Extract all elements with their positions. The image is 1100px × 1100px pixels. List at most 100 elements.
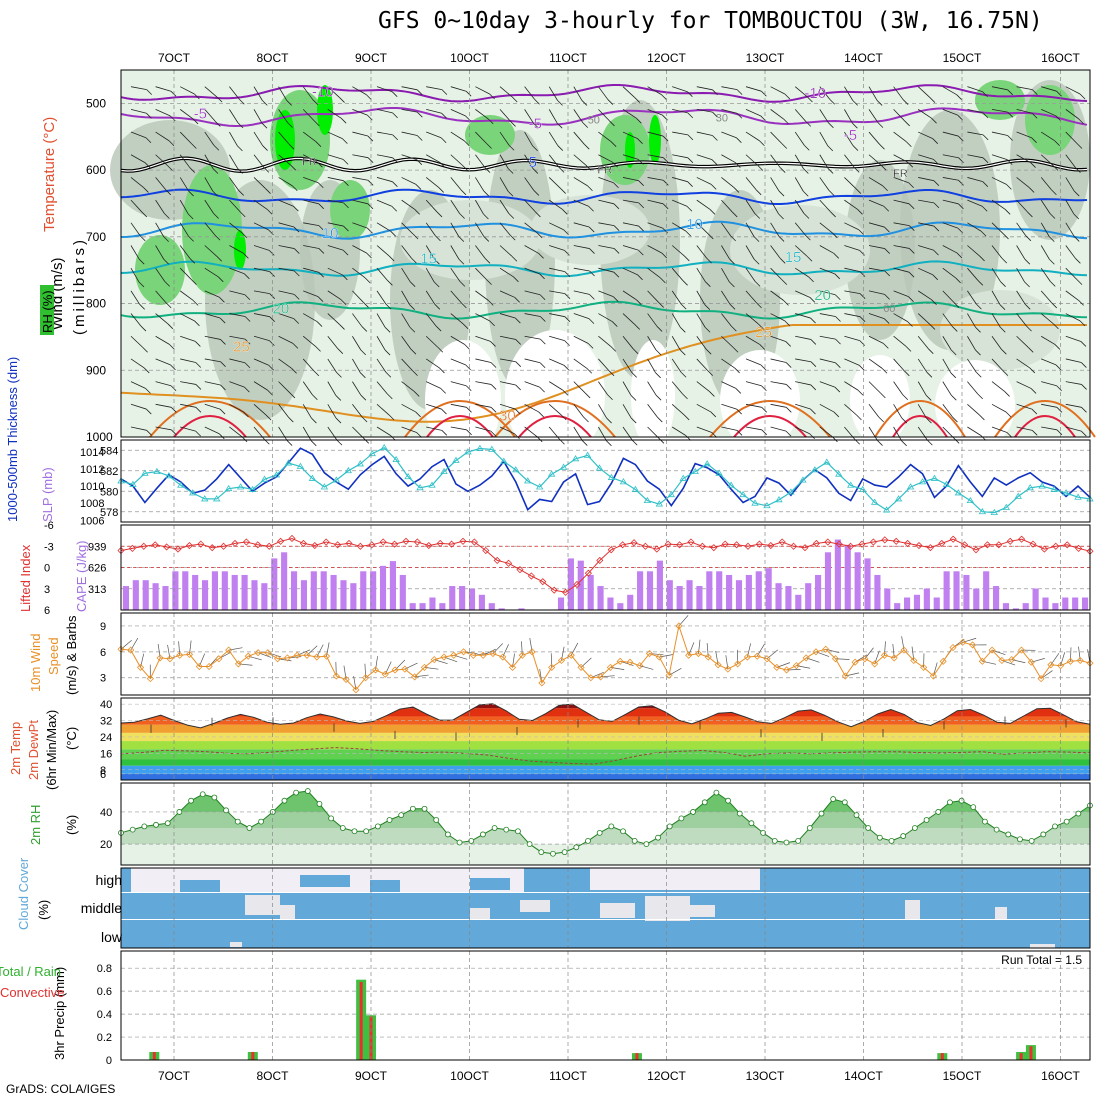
wind-speed-point	[254, 649, 262, 657]
wind-barb	[942, 381, 952, 396]
wind-barb-flag	[883, 343, 889, 349]
wind-barb	[573, 86, 583, 101]
wind-barb-flag	[882, 185, 888, 192]
wind-barb	[819, 131, 829, 147]
wind-barb-flag	[1079, 93, 1086, 100]
wind-barb-flag	[216, 255, 222, 262]
wind-barb-flag	[310, 440, 317, 447]
rh-point	[900, 833, 907, 839]
wind-barb-flag	[908, 182, 914, 189]
isotherm-30	[404, 400, 516, 438]
slp-point	[631, 485, 640, 492]
wind-barb	[647, 404, 658, 418]
wind-barb-flag	[1081, 362, 1087, 368]
wind-barb	[475, 109, 489, 120]
wind-barb-flag	[1031, 408, 1038, 415]
wind-barb	[426, 108, 442, 114]
slp-point	[619, 478, 628, 485]
wind-barb	[524, 154, 534, 169]
wind-barb-flag	[415, 411, 421, 418]
wind-speed-point	[411, 673, 419, 681]
wind-barb-flag	[146, 430, 152, 436]
wind-barb	[622, 313, 636, 325]
lifted-index-point	[505, 559, 513, 567]
precip-convective-bar	[251, 1051, 255, 1060]
cape-bar	[478, 594, 485, 610]
wind-barb	[696, 86, 713, 91]
top-time-label: 11OCT	[549, 51, 587, 65]
wind-barb	[401, 177, 417, 185]
wind-speed-point	[440, 653, 448, 661]
wind-barb	[524, 177, 535, 191]
wind-barb-flag	[927, 348, 934, 354]
rh-point	[725, 797, 731, 804]
wind-barb	[1016, 199, 1028, 213]
cape-bar	[379, 565, 387, 610]
wind-barb	[179, 177, 189, 192]
wind-barb	[671, 381, 683, 395]
wind-barb	[991, 313, 1001, 328]
rh-point	[1063, 818, 1070, 825]
lifted-index-point	[163, 543, 171, 551]
isotherm-label: -10	[804, 85, 826, 102]
wind-speed-point	[176, 651, 184, 659]
wind-barb-flag	[288, 143, 295, 150]
wind-barb	[622, 381, 632, 396]
rh-point	[690, 809, 696, 815]
precip-convective-bar	[152, 1051, 156, 1060]
slp-point	[547, 470, 556, 477]
wind-barb	[548, 177, 561, 189]
wind-barb	[549, 313, 565, 318]
wind-barb	[401, 199, 415, 210]
rh-point	[515, 828, 521, 835]
wind-barb-flag	[884, 226, 890, 233]
wind-barb	[622, 267, 638, 276]
slp-point	[667, 490, 676, 498]
cloud-high-patch	[470, 878, 510, 890]
wind-barb-flag	[953, 438, 960, 444]
wind-barb-flag	[412, 233, 419, 240]
wind-barb-flag	[387, 280, 393, 286]
wind-barb-flag	[687, 134, 694, 141]
wind-speed-point	[734, 660, 742, 668]
wind-barb	[745, 335, 760, 345]
temp-band	[121, 741, 1090, 750]
cloud-row-label-middle: middle	[81, 900, 122, 916]
wind-speed-point	[1037, 675, 1045, 683]
wind-barb	[352, 199, 369, 205]
slp-tick-label: 1010	[80, 481, 104, 493]
lifted-index-point	[653, 545, 661, 553]
wind-barb-flag	[658, 302, 664, 308]
pressure-tick-label: 700	[86, 230, 106, 244]
lifted-index-point	[961, 541, 969, 549]
wind-barb	[598, 290, 614, 298]
wind-barb-flag	[834, 273, 841, 280]
wind-barb	[598, 245, 615, 249]
wind-barb	[967, 131, 984, 136]
cape-bar	[785, 586, 792, 610]
wind-barb	[721, 358, 735, 369]
wind-barb	[179, 222, 189, 237]
slp-point	[1062, 489, 1070, 496]
lifted-index-point	[1040, 545, 1048, 553]
wind-barb	[1065, 177, 1075, 192]
slp-axis-label: SLP (mb)	[40, 467, 55, 522]
wind-barb	[401, 313, 411, 328]
lifted-index-point	[710, 544, 718, 552]
lifted-index-point	[687, 538, 695, 546]
wind-barb	[401, 245, 412, 259]
wind-speed-point	[342, 675, 350, 684]
wind-barb	[278, 267, 295, 272]
slp-point	[404, 472, 412, 480]
wind-barb	[1016, 245, 1026, 260]
wind-barb-flag	[730, 235, 736, 242]
wind-barb-flag	[244, 386, 250, 393]
wind-barb	[548, 404, 562, 416]
cloud-middle-clear	[995, 907, 1007, 919]
wind-barb	[204, 313, 221, 319]
wind-barb	[352, 381, 362, 396]
wind-barb	[942, 404, 953, 418]
wind-barb	[647, 313, 658, 327]
bottom-time-label: 15OCT	[943, 1069, 982, 1083]
wind-barb-flag	[1073, 236, 1080, 242]
